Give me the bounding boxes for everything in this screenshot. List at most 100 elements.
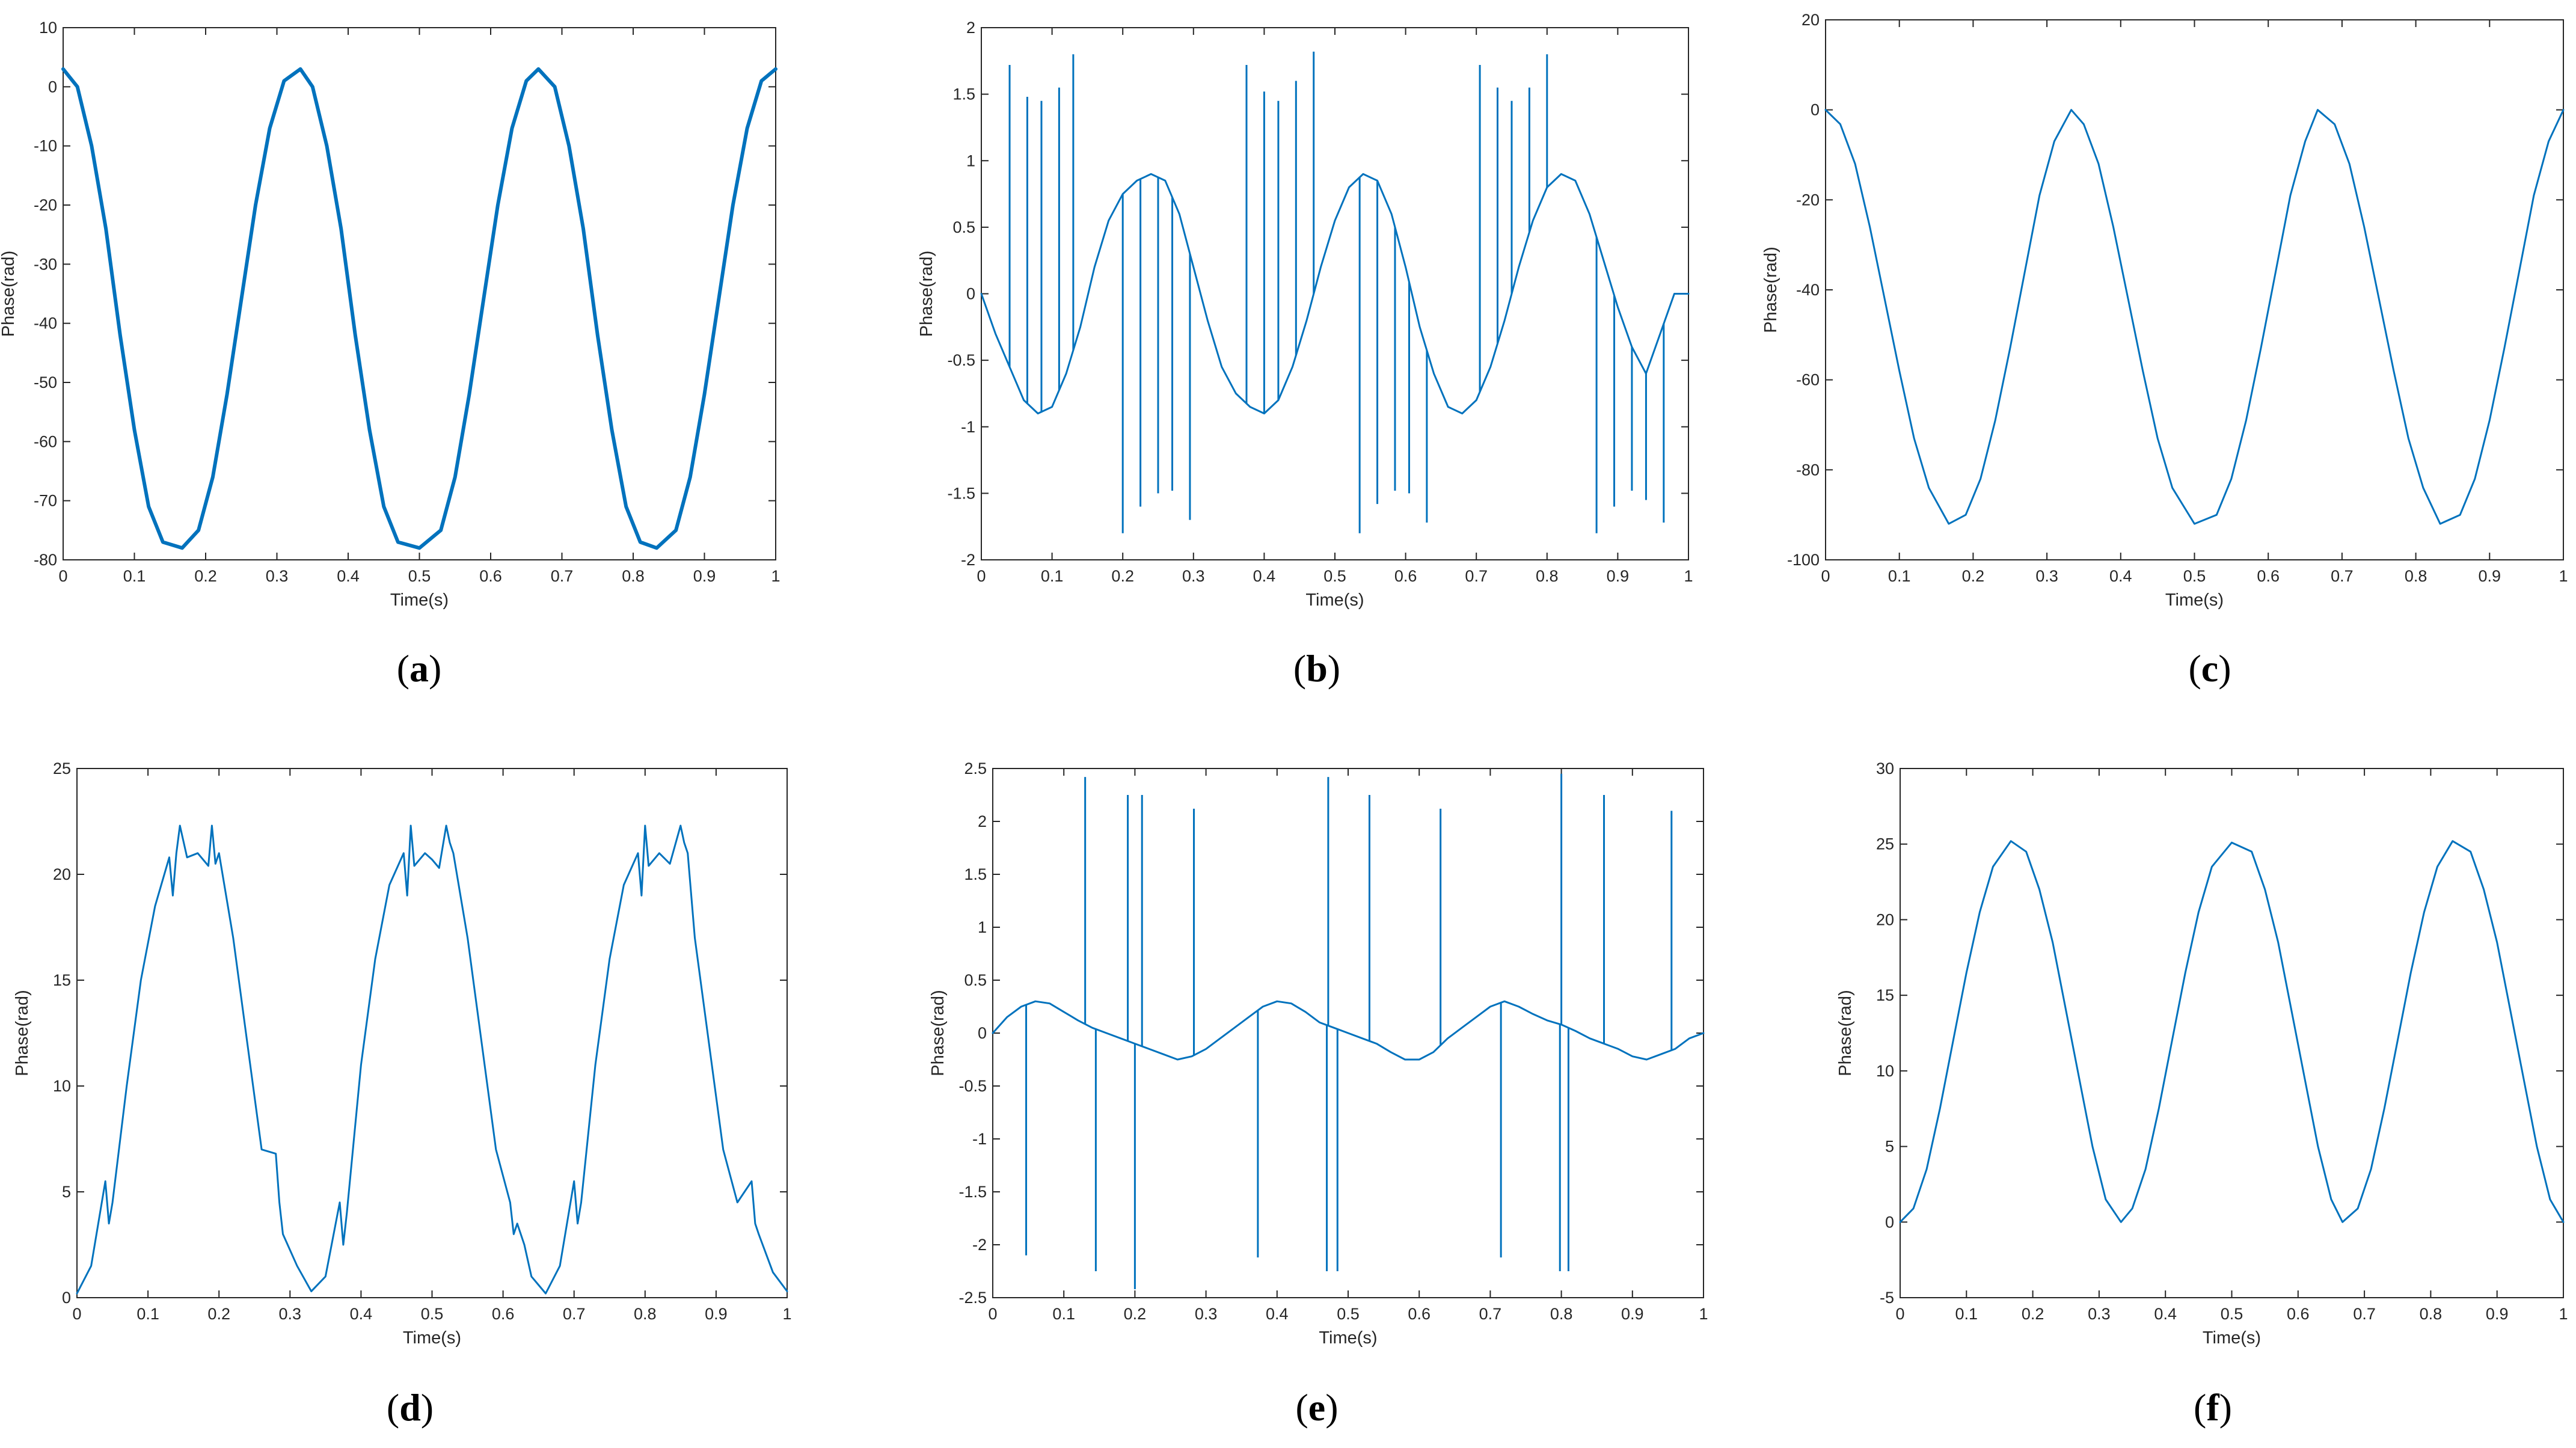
x-tick-label: 0.6	[1394, 567, 1417, 585]
series-line	[61, 67, 777, 550]
panel-caption: (a)	[397, 647, 442, 690]
plot-frame	[76, 768, 788, 1298]
y-tick-label: -70	[34, 492, 57, 510]
x-tick-label: 0.1	[136, 1305, 159, 1323]
x-tick-label: 0.5	[2221, 1305, 2243, 1323]
x-tick-label: 0.3	[266, 567, 289, 585]
y-tick-label: -2	[961, 551, 975, 569]
y-tick-label: 10	[39, 19, 57, 37]
x-tick-label: 0.4	[1266, 1305, 1289, 1323]
x-tick-label: 0	[988, 1305, 997, 1323]
y-axis-label: Phase(rad)	[917, 251, 936, 337]
x-axis-label: Time(s)	[2165, 591, 2224, 610]
y-tick-label: 10	[53, 1077, 71, 1095]
x-tick-label: 1	[1684, 567, 1693, 585]
x-tick-label: 0.5	[2183, 567, 2206, 585]
series-line	[992, 1000, 1705, 1061]
y-tick-label: 25	[53, 759, 71, 778]
x-tick-label: 0.1	[1888, 567, 1911, 585]
x-tick-label: 0.6	[2257, 567, 2280, 585]
y-tick-label: 30	[1876, 759, 1894, 778]
y-tick-label: -20	[1796, 191, 1820, 209]
y-tick-label: -1	[972, 1130, 987, 1148]
x-tick-label: 0.1	[1052, 1305, 1075, 1323]
series-line	[980, 173, 1690, 415]
x-tick-label: 0.2	[194, 567, 217, 585]
y-tick-label: -60	[1796, 371, 1820, 389]
y-tick-label: -80	[34, 551, 57, 569]
x-tick-label: 0.4	[2154, 1305, 2177, 1323]
y-tick-label: -2	[972, 1236, 987, 1254]
x-tick-label: 1	[782, 1305, 791, 1323]
x-tick-label: 0	[1821, 567, 1830, 585]
y-tick-label: 1	[978, 918, 987, 936]
x-tick-label: 0.2	[1124, 1305, 1147, 1323]
x-tick-label: 0.7	[551, 567, 574, 585]
x-tick-label: 0.7	[1479, 1305, 1502, 1323]
x-tick-label: 0.6	[2287, 1305, 2310, 1323]
x-tick-label: 0.1	[1955, 1305, 1978, 1323]
x-tick-label: 0	[58, 567, 67, 585]
y-tick-label: -0.5	[947, 351, 975, 369]
x-tick-label: 0.5	[408, 567, 431, 585]
y-tick-label: 25	[1876, 835, 1894, 853]
panel-c: 0 0.1 0.2 0.3 0.4 0.5 0.6 0.7 0.8 0.9 1 20 0 -20 -40 -6…	[1761, 11, 2568, 690]
x-tick-label: 0.4	[337, 567, 360, 585]
x-tick-label: 1	[771, 567, 780, 585]
y-axis-label: Phase(rad)	[13, 990, 32, 1076]
x-tick-label: 0.5	[1323, 567, 1346, 585]
panel-e: 0 0.1 0.2 0.3 0.4 0.5 0.6 0.7 0.8 0.9 1 2.5 2 1.5 1 0.5…	[928, 759, 1708, 1429]
x-tick-label: 0	[1895, 1305, 1904, 1323]
y-tick-label: -100	[1787, 551, 1820, 569]
y-axis-label: Phase(rad)	[1761, 247, 1780, 333]
y-tick-label: -60	[34, 432, 57, 450]
y-tick-label: 20	[1802, 11, 1820, 29]
y-axis-label: Phase(rad)	[1836, 990, 1855, 1076]
x-axis-label: Time(s)	[390, 591, 449, 610]
y-tick-label: 20	[1876, 910, 1894, 928]
x-tick-label: 0.3	[2088, 1305, 2111, 1323]
x-tick-label: 0.1	[123, 567, 146, 585]
x-tick-label: 0.5	[421, 1305, 444, 1323]
y-tick-label: -40	[1796, 281, 1820, 299]
y-tick-label: -1.5	[947, 484, 975, 502]
y-tick-label: -30	[34, 255, 57, 273]
y-tick-label: -20	[34, 196, 57, 214]
x-tick-label: 0.2	[1962, 567, 1985, 585]
y-tick-label: 10	[1876, 1062, 1894, 1080]
y-tick-label: -2.5	[958, 1289, 987, 1307]
x-tick-label: 0.4	[1253, 567, 1276, 585]
x-tick-label: 0.8	[2420, 1305, 2443, 1323]
panel-b: 0 0.1 0.2 0.3 0.4 0.5 0.6 0.7 0.8 0.9 1 2 1.5 1 0.5 0 -0…	[917, 19, 1693, 690]
y-tick-label: 0	[1885, 1213, 1894, 1231]
panel-caption: (b)	[1293, 647, 1340, 690]
y-axis-label: Phase(rad)	[928, 990, 948, 1076]
x-tick-label: 0.1	[1041, 567, 1064, 585]
x-tick-label: 0.9	[1621, 1305, 1644, 1323]
x-axis-label: Time(s)	[2203, 1328, 2261, 1348]
y-tick-label: 0	[966, 285, 975, 303]
x-tick-label: 0.7	[1465, 567, 1488, 585]
y-tick-label: -0.5	[958, 1077, 987, 1095]
x-tick-label: 0.8	[1550, 1305, 1573, 1323]
panel-f: 0 0.1 0.2 0.3 0.4 0.5 0.6 0.7 0.8 0.9 1 30 25 20 15 10 5…	[1836, 759, 2568, 1429]
x-tick-label: 0.7	[563, 1305, 586, 1323]
x-tick-label: 0.2	[2022, 1305, 2044, 1323]
x-tick-label: 0.6	[1408, 1305, 1431, 1323]
y-tick-label: -1.5	[958, 1183, 987, 1201]
y-tick-label: 0	[48, 78, 57, 96]
y-tick-label: 5	[62, 1183, 71, 1201]
series-line	[1899, 840, 2565, 1223]
x-tick-label: 0.3	[279, 1305, 302, 1323]
y-tick-label: -1	[961, 418, 975, 436]
x-tick-label: 0.8	[2405, 567, 2427, 585]
x-tick-label: 0.9	[1607, 567, 1630, 585]
x-tick-label: 0	[977, 567, 986, 585]
series-line	[1824, 109, 2565, 525]
x-tick-label: 1	[2559, 567, 2568, 585]
y-tick-label: 0	[1811, 101, 1820, 119]
x-tick-label: 0	[72, 1305, 81, 1323]
x-tick-label: 0.9	[2486, 1305, 2509, 1323]
x-tick-label: 0.3	[1195, 1305, 1218, 1323]
y-tick-label: -10	[34, 137, 57, 155]
